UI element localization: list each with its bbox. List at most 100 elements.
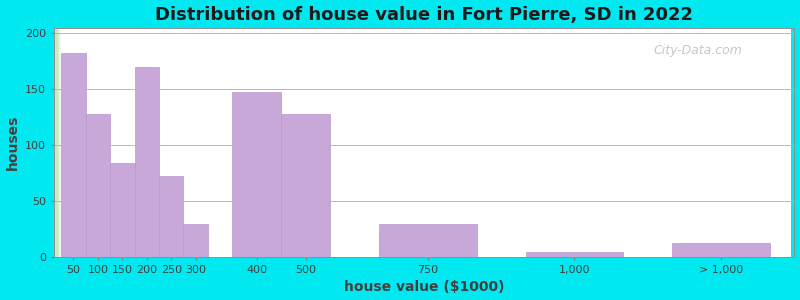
Bar [58, 28, 213, 257]
Bar [60, 28, 491, 257]
Bar [58, 28, 254, 257]
Bar [59, 28, 454, 257]
Bar [60, 28, 502, 257]
Bar [58, 28, 287, 257]
Bar [62, 28, 780, 257]
Bar [60, 28, 561, 257]
Bar [58, 28, 150, 257]
Bar [59, 28, 306, 257]
Bar [58, 28, 250, 257]
Bar [58, 28, 110, 257]
Bar [59, 28, 439, 257]
Bar [59, 28, 354, 257]
Bar [61, 28, 646, 257]
Bar [61, 28, 710, 257]
Bar [58, 28, 246, 257]
Bar [58, 28, 191, 257]
Bar [61, 28, 728, 257]
Bar [59, 28, 350, 257]
Bar [183, 224, 208, 257]
Bar [58, 28, 283, 257]
Bar [58, 28, 142, 257]
Bar [58, 28, 187, 257]
Bar [61, 28, 680, 257]
Bar [62, 28, 787, 257]
Bar [232, 92, 281, 257]
Bar [58, 28, 169, 257]
Bar [59, 28, 313, 257]
Bar [58, 28, 235, 257]
Bar [58, 28, 198, 257]
Bar [61, 28, 761, 257]
Bar [60, 28, 550, 257]
Bar [58, 28, 269, 257]
Bar [60, 28, 546, 257]
Bar [61, 28, 639, 257]
Bar [59, 28, 362, 257]
Bar [61, 28, 713, 257]
Bar [61, 28, 672, 257]
Bar [58, 28, 69, 257]
Bar [60, 28, 472, 257]
Bar [59, 28, 435, 257]
Bar [60, 28, 480, 257]
Bar [59, 28, 402, 257]
Bar [61, 28, 754, 257]
Bar [60, 28, 524, 257]
Bar [60, 28, 513, 257]
Bar [59, 28, 424, 257]
Bar [58, 28, 224, 257]
Bar [61, 28, 676, 257]
Bar [281, 114, 330, 257]
Bar [61, 28, 683, 257]
Bar [59, 28, 391, 257]
Bar [59, 28, 410, 257]
Bar [58, 28, 221, 257]
Bar [60, 28, 521, 257]
Bar [61, 28, 650, 257]
Bar [61, 28, 772, 257]
Bar [60, 28, 535, 257]
Bar [60, 28, 498, 257]
Bar [61, 28, 658, 257]
Bar [60, 28, 580, 257]
Bar [60, 28, 539, 257]
Bar [61, 28, 635, 257]
Bar [59, 28, 328, 257]
Bar [60, 28, 528, 257]
Bar [58, 28, 202, 257]
Bar [59, 28, 380, 257]
Bar [60, 28, 517, 257]
Bar [61, 28, 758, 257]
Bar [61, 28, 628, 257]
Bar [60, 28, 465, 257]
Bar [60, 28, 565, 257]
Bar [61, 28, 746, 257]
Bar [60, 28, 617, 257]
Bar [60, 28, 554, 257]
Bar [61, 28, 735, 257]
Bar [60, 28, 483, 257]
Bar [58, 28, 91, 257]
Bar [61, 28, 724, 257]
Bar [59, 28, 335, 257]
Bar [59, 28, 442, 257]
Bar [58, 28, 180, 257]
Bar [60, 28, 572, 257]
Bar [60, 28, 461, 257]
Bar [61, 28, 742, 257]
Bar [60, 28, 587, 257]
Bar [60, 28, 613, 257]
Bar [59, 28, 398, 257]
Bar [58, 28, 183, 257]
Bar [60, 28, 590, 257]
Bar [672, 243, 770, 257]
Bar [60, 28, 602, 257]
Bar [61, 28, 750, 257]
Bar [58, 28, 102, 257]
Bar [61, 28, 631, 257]
Bar [62, 52, 86, 257]
Bar [61, 28, 661, 257]
Bar [58, 28, 87, 257]
Bar [58, 28, 146, 257]
